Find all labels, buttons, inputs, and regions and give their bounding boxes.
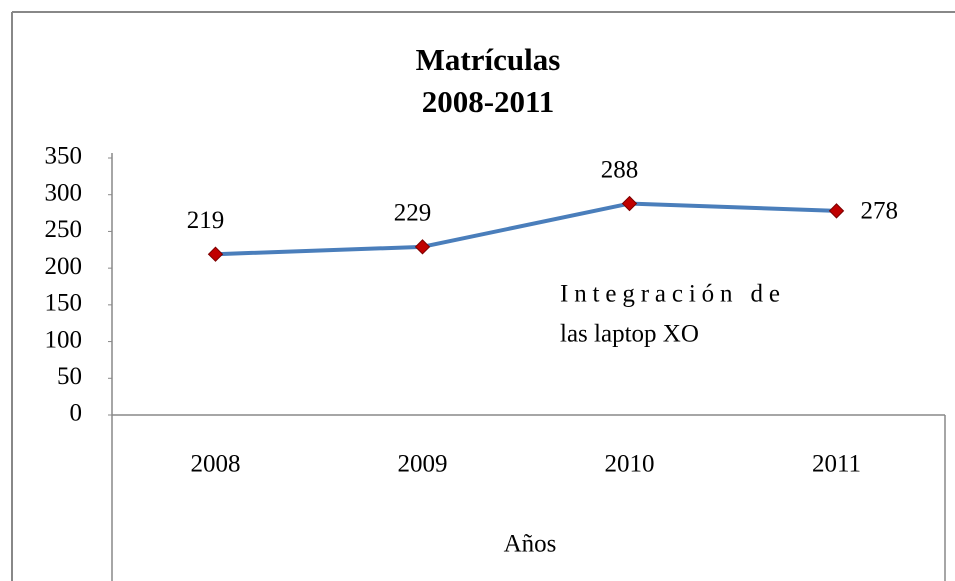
data-label: 288 bbox=[601, 156, 639, 183]
annotation-line: las laptop XO bbox=[560, 321, 699, 348]
data-marker bbox=[621, 195, 638, 212]
y-tick-label: 200 bbox=[45, 253, 83, 280]
chart-subtitle: 2008-2011 bbox=[422, 84, 555, 119]
y-tick-label: 0 bbox=[70, 400, 83, 427]
annotation-line: Integración de bbox=[560, 281, 780, 308]
y-tick-label: 350 bbox=[45, 143, 83, 170]
data-line bbox=[215, 201, 837, 257]
data-label: 278 bbox=[861, 198, 899, 225]
chart-title: Matrículas bbox=[416, 42, 561, 77]
x-tick-label: 2010 bbox=[605, 451, 655, 478]
y-tick-label: 300 bbox=[45, 179, 83, 206]
y-tick-label: 250 bbox=[45, 216, 83, 243]
x-tick-label: 2009 bbox=[398, 451, 448, 478]
y-tick-label: 50 bbox=[57, 363, 82, 390]
data-marker bbox=[207, 246, 224, 262]
data-label: 219 bbox=[187, 207, 225, 234]
data-marker bbox=[828, 203, 845, 219]
x-tick-label: 2008 bbox=[191, 451, 241, 478]
data-label: 229 bbox=[394, 200, 432, 227]
data-marker bbox=[414, 239, 431, 255]
y-tick-label: 150 bbox=[45, 290, 83, 317]
x-tick-label: 2011 bbox=[812, 451, 861, 478]
y-tick-label: 100 bbox=[45, 326, 83, 353]
x-axis-label: Años bbox=[504, 531, 557, 558]
